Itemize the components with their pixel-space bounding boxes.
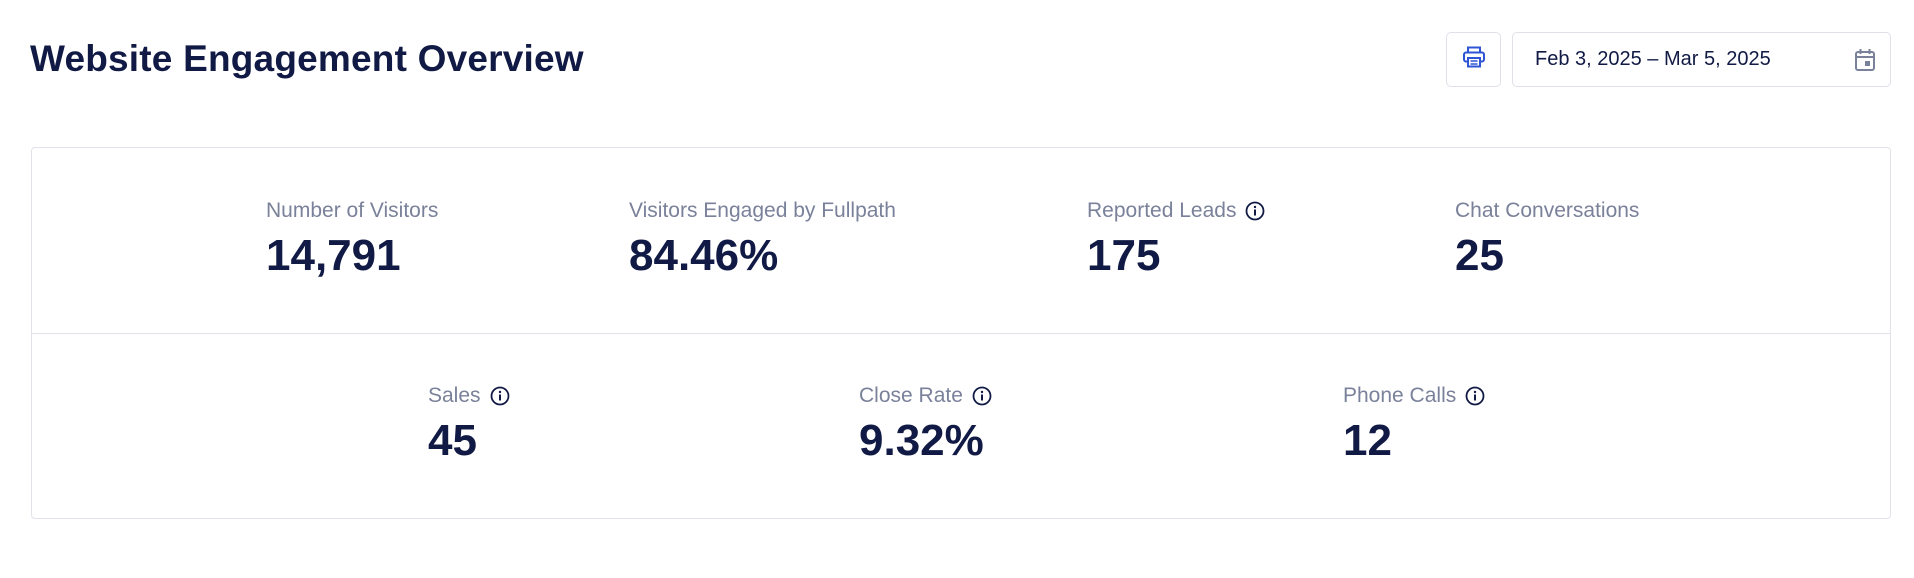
- stat-label: Close Rate: [859, 384, 963, 407]
- info-icon[interactable]: [1464, 385, 1486, 407]
- info-icon[interactable]: [489, 385, 511, 407]
- stat-label: Sales: [428, 384, 481, 407]
- stat-value: 25: [1455, 231, 1504, 280]
- stat-sales: Sales 45: [428, 381, 511, 467]
- stat-label: Visitors Engaged by Fullpath: [629, 199, 896, 222]
- stat-value: 45: [428, 416, 477, 465]
- stat-label: Phone Calls: [1343, 384, 1457, 407]
- info-icon[interactable]: [971, 385, 993, 407]
- stat-value: 14,791: [266, 231, 401, 280]
- stat-value: 84.46%: [629, 231, 779, 280]
- stat-number-of-visitors: Number of Visitors 14,791: [266, 196, 438, 282]
- stat-label: Number of Visitors: [266, 199, 439, 222]
- date-range-value: Feb 3, 2025 – Mar 5, 2025: [1535, 48, 1771, 70]
- stat-label: Reported Leads: [1087, 199, 1237, 222]
- stat-reported-leads: Reported Leads 175: [1087, 196, 1266, 282]
- page-title: Website Engagement Overview: [30, 38, 584, 79]
- print-button[interactable]: [1446, 32, 1501, 87]
- stat-value: 175: [1087, 231, 1161, 280]
- info-icon[interactable]: [1244, 200, 1266, 222]
- calendar-icon[interactable]: [1852, 47, 1878, 73]
- date-range-picker[interactable]: Feb 3, 2025 – Mar 5, 2025: [1512, 32, 1891, 87]
- stat-value: 12: [1343, 416, 1392, 465]
- stats-divider: [32, 333, 1890, 334]
- stats-card: Number of Visitors 14,791 Visitors Engag…: [31, 147, 1891, 519]
- stat-visitors-engaged: Visitors Engaged by Fullpath 84.46%: [629, 196, 896, 282]
- stat-close-rate: Close Rate 9.32%: [859, 381, 993, 467]
- stat-phone-calls: Phone Calls 12: [1343, 381, 1486, 467]
- stat-chat-conversations: Chat Conversations 25: [1455, 196, 1639, 282]
- printer-icon: [1462, 46, 1486, 73]
- stat-value: 9.32%: [859, 416, 984, 465]
- stat-label: Chat Conversations: [1455, 199, 1640, 222]
